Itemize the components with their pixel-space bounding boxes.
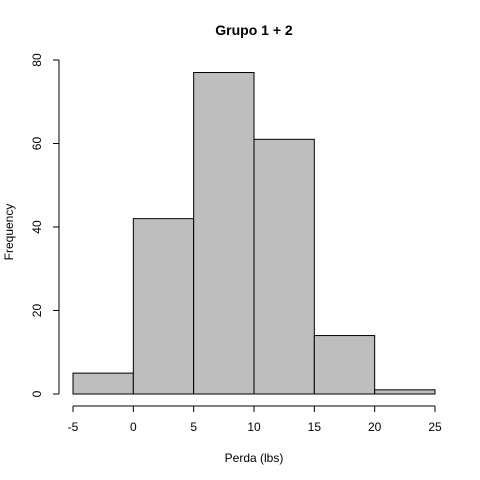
y-tick-label: 0 [30,390,44,397]
y-tick-label: 80 [30,53,44,67]
y-tick-label: 60 [30,137,44,151]
x-tick-label: 10 [247,420,261,434]
x-tick-label: 15 [308,420,322,434]
y-tick-label: 20 [30,304,44,318]
y-axis-label: Frequency [2,204,16,261]
histogram-bar [313,335,376,395]
x-tick-label: 5 [190,420,197,434]
x-tick-label: 0 [130,420,137,434]
histogram-bar [374,389,436,395]
bars-group [72,72,436,395]
x-axis-label: Perda (lbs) [225,451,284,465]
histogram-bar [193,72,255,395]
x-tick-label: 20 [368,420,382,434]
histogram-bar [72,372,134,395]
x-tick-label: 25 [428,420,442,434]
x-tick-label: -5 [68,420,79,434]
chart-title: Grupo 1 + 2 [215,22,293,38]
histogram-bar [253,138,315,395]
x-axis: -5 0 5 10 15 20 25 [68,405,442,434]
y-axis: 0 20 40 60 80 [30,53,60,397]
histogram-bar [132,218,195,395]
y-tick-label: 40 [30,220,44,234]
